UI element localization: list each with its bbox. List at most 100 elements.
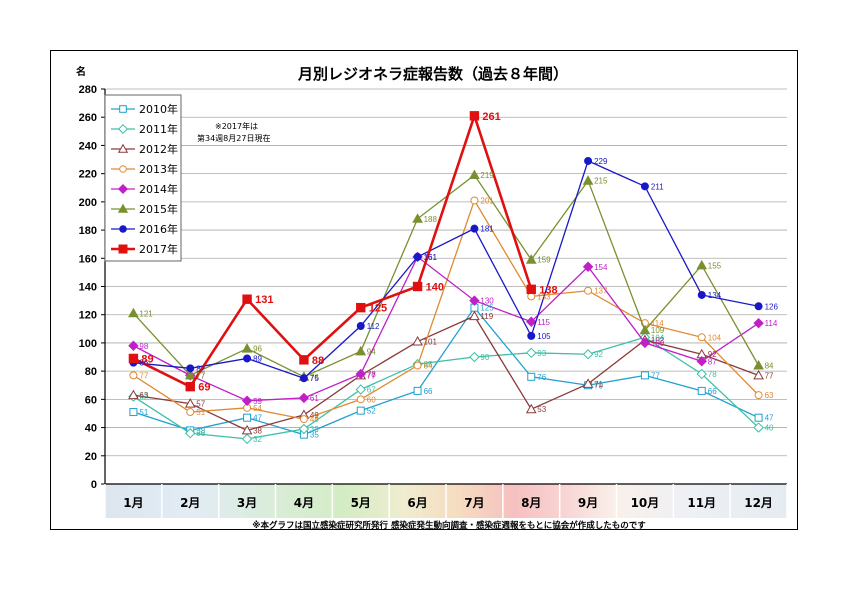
x-tick-label: 6月: [407, 496, 427, 510]
data-label: 114: [765, 319, 778, 328]
series: [128, 111, 764, 445]
data-point: [470, 224, 479, 233]
data-point: [584, 286, 593, 295]
data-point: [355, 384, 366, 395]
data-label: 78: [708, 370, 717, 379]
data-point: [241, 395, 253, 406]
data-label: 131: [255, 294, 273, 306]
series-2013年: [129, 196, 763, 424]
data-point: [128, 307, 139, 318]
series-line: [133, 306, 759, 436]
series-line: [132, 174, 760, 378]
data-point: [754, 391, 763, 400]
data-label: 32: [253, 435, 262, 444]
data-label: 76: [537, 373, 546, 382]
legend: 2010年 2011年 2012年 2013年 2014年 2015年 2016年 2017年: [104, 94, 182, 262]
data-point: [241, 424, 253, 435]
data-label: 102: [651, 336, 665, 345]
data-point: [469, 295, 480, 306]
legend-label: 2012年: [139, 142, 178, 156]
x-tick-label: 5月: [351, 496, 371, 510]
x-tick-label: 11月: [687, 496, 716, 510]
data-point: [640, 371, 649, 380]
data-label: 109: [651, 326, 665, 335]
data-point: [119, 225, 127, 233]
data-point: [128, 353, 139, 364]
data-label: 92: [708, 350, 717, 359]
data-point: [413, 386, 422, 395]
data-label: 161: [424, 253, 438, 262]
x-tick-label: 4月: [294, 496, 314, 510]
data-label: 39: [310, 425, 319, 434]
series-line: [133, 336, 760, 440]
data-point: [355, 345, 367, 356]
data-label: 77: [765, 371, 774, 380]
data-label: 77: [651, 371, 660, 380]
data-label: 52: [367, 407, 376, 416]
data-point: [754, 413, 763, 422]
data-labels: 51 38 47 35 52 66 125 76 70 77 66 47 62 36 32 39 67 85 90 9…: [139, 111, 778, 444]
data-point: [117, 183, 129, 195]
data-label: 85: [424, 360, 433, 369]
y-tick-label: 200: [79, 197, 97, 209]
data-label: 77: [367, 371, 376, 380]
data-point: [753, 369, 764, 380]
data-label: 261: [482, 111, 500, 123]
data-label: 47: [765, 414, 774, 423]
data-label: 161: [424, 253, 438, 262]
data-label: 121: [139, 309, 153, 318]
data-label: 87: [708, 357, 717, 366]
data-label: 35: [310, 431, 319, 440]
data-label: 84: [424, 362, 433, 371]
y-tick-label: 20: [85, 451, 97, 463]
legend-label: 2016年: [139, 222, 178, 236]
data-point: [753, 422, 764, 433]
data-point: [640, 182, 649, 191]
data-point: [470, 196, 479, 205]
data-point: [527, 331, 536, 340]
data-point: [241, 343, 253, 353]
y-tick-label: 100: [79, 338, 97, 350]
legend-label: 2017年: [139, 242, 178, 256]
y-tick-label: 260: [79, 112, 97, 124]
grid: [105, 88, 787, 485]
data-label: 138: [539, 284, 557, 296]
data-note-line2: 第34週8月27日現在: [197, 133, 270, 143]
data-label: 88: [312, 355, 324, 367]
data-point: [525, 403, 537, 414]
series-2012年: [128, 310, 764, 435]
data-point: [639, 324, 651, 335]
data-label: 77: [196, 371, 205, 380]
data-label: 63: [139, 391, 148, 400]
data-point: [526, 347, 537, 359]
data-point: [299, 355, 309, 365]
x-tick-label: 7月: [464, 496, 484, 510]
y-tick-label: 40: [85, 423, 97, 435]
data-label: 57: [196, 400, 205, 409]
data-label: 36: [196, 429, 205, 438]
data-point: [696, 368, 707, 380]
data-label: 40: [765, 424, 774, 433]
legend-label: 2013年: [139, 162, 178, 176]
data-point: [299, 374, 308, 383]
series-2014年: [128, 251, 764, 406]
data-point: [469, 310, 480, 321]
data-point: [243, 413, 252, 422]
data-label: 46: [310, 415, 319, 424]
footnote: ※本グラフは国立感染症研究所発行 感染症発生動向調査・感染症週報をもとに協会が作…: [252, 520, 646, 531]
data-label: 62: [139, 393, 148, 402]
data-label: 114: [651, 319, 664, 328]
x-tick-label: 10月: [631, 496, 660, 510]
data-label: 125: [480, 304, 494, 313]
data-label: 96: [253, 345, 262, 354]
series-line: [133, 315, 759, 432]
data-point: [582, 378, 594, 388]
data-label: 211: [651, 182, 664, 191]
series-line: [132, 111, 533, 389]
x-tick-label: 3月: [237, 496, 257, 510]
data-point: [242, 294, 252, 304]
data-label: 104: [708, 333, 722, 342]
y-tick-label: 220: [79, 169, 97, 181]
data-point: [185, 428, 196, 439]
data-label: 84: [765, 362, 774, 371]
